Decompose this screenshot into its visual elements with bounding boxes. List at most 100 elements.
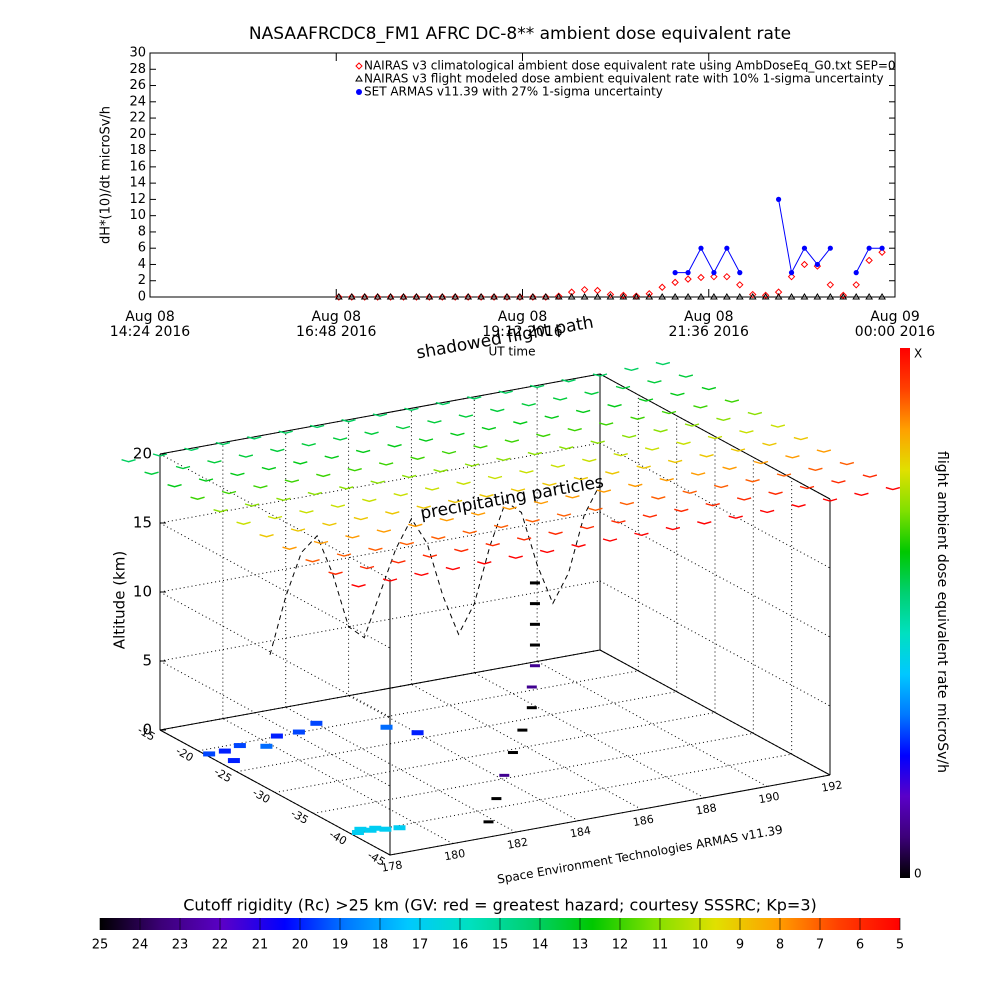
surface-dash xyxy=(261,466,277,471)
z-tick-label: 20 xyxy=(133,445,152,463)
surface-dash xyxy=(690,472,706,476)
surface-dash xyxy=(642,514,658,518)
colorbar-tick-label: 11 xyxy=(652,938,669,953)
surface-dash xyxy=(722,466,737,470)
surface-dash xyxy=(730,448,746,452)
colorbar-tick-label: 20 xyxy=(292,938,309,953)
marker xyxy=(490,293,498,300)
marker xyxy=(839,293,848,300)
surface-dash xyxy=(490,408,505,413)
surface-dash xyxy=(439,517,454,522)
marker xyxy=(451,293,460,300)
colorbar-tick-label: 17 xyxy=(412,938,429,953)
marker xyxy=(827,245,833,251)
surface-dash xyxy=(590,440,605,444)
marker xyxy=(412,293,421,300)
surface-dash xyxy=(445,566,461,571)
marker xyxy=(373,293,382,300)
surface-dash xyxy=(282,546,297,550)
legend-symbol xyxy=(355,75,363,82)
marker xyxy=(438,293,447,300)
surface-dash xyxy=(441,450,457,455)
surface-dash xyxy=(770,424,786,428)
colorbar-tick-label: 8 xyxy=(776,938,784,953)
surface-dash xyxy=(345,535,360,539)
surface-dash xyxy=(548,531,563,535)
box-edge xyxy=(599,373,831,500)
surface-dash xyxy=(573,476,589,481)
marker xyxy=(787,293,796,300)
surface-dash xyxy=(638,398,654,402)
surface-dash xyxy=(207,460,222,464)
marker xyxy=(542,293,550,301)
marker xyxy=(788,270,795,276)
y-axis-label: dH*(10)/dt microSv/h xyxy=(99,106,114,244)
marker xyxy=(685,270,691,276)
surface-dash xyxy=(456,481,471,485)
surface-dash xyxy=(793,436,809,441)
surface-dash xyxy=(513,421,528,425)
surface-dash xyxy=(651,496,666,500)
surface-dash xyxy=(724,399,740,403)
marker xyxy=(347,293,356,300)
legend-symbol xyxy=(355,62,363,70)
x-tick-label: 00:00 2016 xyxy=(855,324,936,340)
marker xyxy=(399,293,408,300)
ground-point xyxy=(218,748,231,754)
marker xyxy=(865,256,873,265)
legend-label: NAIRAS v3 flight modeled dose ambient eq… xyxy=(364,72,884,86)
surface-dash xyxy=(293,461,308,465)
marker xyxy=(477,293,485,301)
y-tick-label: 20 xyxy=(129,127,146,142)
colorbar-tick-label: 25 xyxy=(92,938,109,953)
y-tick-label: 14 xyxy=(129,176,146,191)
ground-point xyxy=(292,729,305,735)
surface-dash xyxy=(510,488,526,492)
surface-dash xyxy=(699,454,714,458)
colorbar-tick-label: 18 xyxy=(372,938,389,953)
surface-dash xyxy=(184,447,199,452)
x-tick-label: 14:24 2016 xyxy=(110,324,191,340)
marker xyxy=(672,270,678,276)
surface-dash xyxy=(670,392,685,397)
x-tick-label: Aug 08 xyxy=(311,309,361,325)
marker xyxy=(348,293,356,301)
dose-colorbar xyxy=(900,348,910,878)
surface-dash xyxy=(144,471,159,475)
surface-dash xyxy=(619,501,635,506)
colorbar-title: Cutoff rigidity (Rc) >25 km (GV: red = g… xyxy=(183,896,817,915)
surface-dash xyxy=(713,484,729,489)
y-tick-label: 2 xyxy=(138,273,146,288)
surface-dash xyxy=(190,496,205,500)
surface-dash xyxy=(391,560,406,564)
marker xyxy=(774,293,783,300)
surface-dash xyxy=(339,486,354,490)
marker xyxy=(529,293,537,301)
marker xyxy=(761,293,770,300)
marker xyxy=(671,278,679,287)
grid-line xyxy=(313,732,754,814)
marker xyxy=(697,293,705,300)
surface-dash xyxy=(213,509,228,513)
surface-dash xyxy=(307,491,323,496)
surface-dash xyxy=(636,465,651,469)
surface-dash xyxy=(542,482,557,487)
surface-dash xyxy=(414,572,429,577)
marker xyxy=(516,293,524,301)
x-tick-label: 184 xyxy=(569,824,592,840)
marker xyxy=(748,293,757,300)
surface-dash xyxy=(533,500,549,505)
grid-line xyxy=(159,580,601,662)
surface-dash xyxy=(785,455,800,459)
surface-dash xyxy=(253,485,268,489)
surface-dash xyxy=(508,555,523,559)
marker xyxy=(801,245,808,251)
surface-dash xyxy=(198,478,214,482)
surface-dash xyxy=(682,490,697,494)
colorbar-tick-label: 23 xyxy=(172,938,189,953)
surface-dash xyxy=(401,474,417,479)
marker xyxy=(373,293,382,301)
surface-dash xyxy=(230,472,245,477)
surface-dash xyxy=(372,413,388,417)
surface-dash xyxy=(676,441,691,445)
